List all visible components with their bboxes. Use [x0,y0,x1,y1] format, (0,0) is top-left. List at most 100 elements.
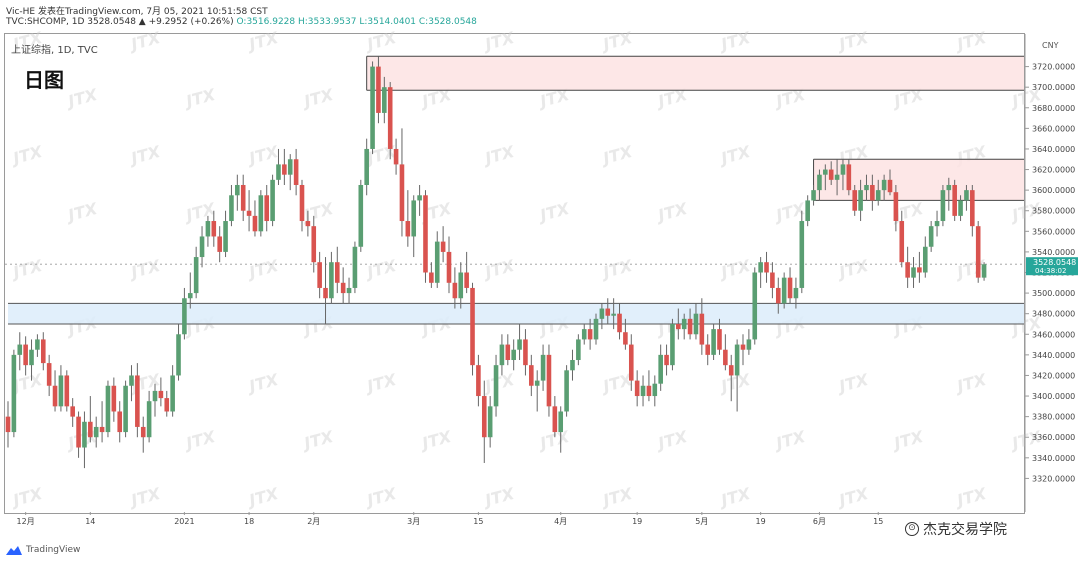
y-tick-label: 3360.0000 [1032,433,1075,442]
watermark-text: JTX [362,256,399,283]
candle-body [93,426,99,438]
watermark-text: JTX [598,28,635,55]
candle-body [505,344,511,361]
candlestick-chart[interactable]: JTX JTX JTX JTX JTX JTX JTX JTX JTX JTX JTX JTX JTX J… [0,0,1080,540]
candle-body [429,272,434,283]
candle-body [287,159,293,175]
y-tick-label: 3420.0000 [1032,371,1075,380]
candle-body [364,148,369,185]
candle-body [346,287,352,294]
candle-body [870,184,875,201]
candle-body [487,406,493,438]
watermark-text: JTX [126,256,163,283]
watermark-text: JTX [126,28,163,55]
candle-body [946,184,952,191]
candle-body [564,370,569,412]
candle-body [770,272,775,288]
candle-body [5,416,11,433]
y-tick-label: 3340.0000 [1032,454,1075,463]
support-zone-2 [8,303,1024,324]
watermark-text: JTX [653,199,690,226]
y-tick-label: 3440.0000 [1032,351,1075,360]
candle-body [358,184,364,247]
watermark-text: JTX [8,256,45,283]
candle-body [340,282,346,294]
candle-body [552,406,558,433]
candle-body [640,385,646,397]
candle-body [905,262,910,278]
candle-body [205,221,211,237]
watermark-text: JTX [834,256,871,283]
candle-body [452,282,458,299]
candle-body [805,200,810,222]
candle-body [64,375,70,407]
x-tick-label: 15 [873,517,883,526]
candle-body [893,192,899,222]
candle-body [934,221,940,227]
watermark-text: JTX [63,85,100,112]
channel-label: 杰克交易学院 [923,522,1007,538]
watermark-text: JTX [362,28,399,55]
tradingview-brand[interactable]: TradingView [6,545,80,555]
candle-body [840,164,846,175]
candle-body [229,195,234,222]
watermark-text: JTX [771,427,808,454]
y-tick-label: 3680.0000 [1032,104,1075,113]
candle-body [511,349,516,361]
candle-body [387,87,393,149]
candle-body [323,287,328,299]
watermark-text: JTX [299,85,336,112]
candle-body [911,267,916,278]
ohlc-values: O:3516.9228 H:3533.9537 L:3514.0401 C:35… [236,17,477,27]
candle-body [734,344,740,376]
candle-body [834,174,840,180]
candle-body [246,210,252,216]
timeframe-label: 日图 [24,68,64,92]
candle-body [540,354,546,381]
x-tick-label: 19 [632,517,642,526]
candle-body [399,164,405,222]
candle-body [17,344,23,355]
watermark-text: JTX [181,427,218,454]
candle-body [240,184,246,211]
candle-body [787,277,793,299]
candle-body [282,164,287,175]
candle-body [781,277,787,304]
candle-body [334,262,340,283]
watermark-text: JTX [299,199,336,226]
candle-body [723,349,728,366]
watermark-text: JTX [244,484,281,511]
candle-body [382,87,387,113]
candle-body [493,365,499,407]
candle-body [581,329,587,340]
candle-body [140,426,146,438]
watermark-text: JTX [417,199,454,226]
y-tick-label: 3580.0000 [1032,207,1075,216]
watermark-text: JTX [834,28,871,55]
candle-body [534,380,540,386]
candle-body [958,200,963,216]
candle-body [88,421,93,438]
watermark-text: JTX [480,256,517,283]
candle-body [811,190,816,201]
x-tick-label: 14 [85,517,95,526]
candle-body [264,195,270,222]
candle-body [887,179,893,193]
y-tick-label: 3640.0000 [1032,145,1075,154]
candle-body [899,221,905,263]
candle-body [499,344,505,366]
candle-body [981,264,987,278]
candle-body [711,329,716,355]
price-tag-value: 3528.0548 [1033,258,1076,267]
watermark-text: JTX [181,85,218,112]
candle-body [158,390,164,399]
candle-body [440,241,446,252]
candle-body [470,287,475,366]
candle-body [917,267,922,273]
y-tick-label: 3320.0000 [1032,474,1075,483]
watermark-text: JTX [362,370,399,397]
candle-body [964,190,969,201]
candle-body [693,313,699,335]
y-tick-label: 3620.0000 [1032,166,1075,175]
candle-body [170,375,175,412]
